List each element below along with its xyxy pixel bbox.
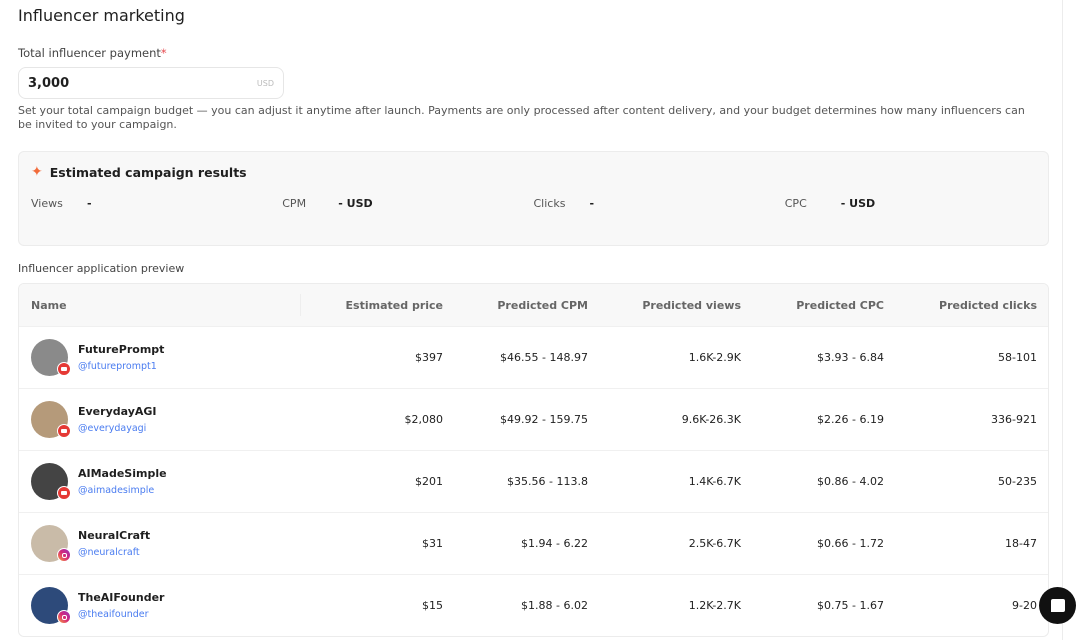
required-marker: * [160,46,167,60]
cell-views: 1.4K-6.7K [688,475,741,488]
instagram-icon [57,548,71,562]
metric-cpc: CPC - USD [784,197,876,210]
metric-clicks: Clicks - [533,197,595,210]
cell-clicks: 58-101 [998,351,1037,364]
influencer-name: NeuralCraft [78,529,151,542]
cell-clicks: 9-20 [1012,599,1037,612]
youtube-icon [57,362,71,376]
cell-cpm: $46.55 - 148.97 [500,351,588,364]
cell-price: $15 [422,599,443,612]
cell-cpm: $49.92 - 159.75 [500,413,588,426]
column-header[interactable]: Predicted CPC [796,298,884,312]
cell-price: $201 [415,475,443,488]
cell-cpc: $0.66 - 1.72 [817,537,884,550]
metric-cpm: CPM - USD [282,197,373,210]
metric-views: Views - [31,197,92,210]
youtube-icon [57,424,71,438]
estimated-results-card: ✦ Estimated campaign results Views - CPM - U… [18,151,1049,246]
payment-label: Total influencer payment* [18,46,167,60]
cell-views: 9.6K-26.3K [681,413,741,426]
cell-cpm: $35.56 - 113.8 [507,475,588,488]
cell-clicks: 336-921 [991,413,1037,426]
influencer-name: AIMadeSimple [78,467,167,480]
instagram-icon [57,610,71,624]
table-header: Name Estimated price Predicted CPM Predicte… [19,284,1048,326]
preview-title: Influencer application preview [18,262,185,275]
influencer-handle[interactable]: @neuralcraft [78,547,140,558]
influencer-handle[interactable]: @aimadesimple [78,485,155,496]
page-title: Influencer marketing [18,6,185,25]
cell-price: $397 [415,351,443,364]
cell-cpc: $3.93 - 6.84 [817,351,884,364]
influencer-handle[interactable]: @futureprompt1 [78,361,157,372]
cell-views: 2.5K-6.7K [688,537,741,550]
chat-icon [1050,599,1065,612]
table-row[interactable]: TheAIFounder @theaifounder $15 $1.88 - 6.02… [19,574,1048,636]
cell-views: 1.6K-2.9K [688,351,741,364]
cell-cpc: $0.75 - 1.67 [817,599,884,612]
cell-price: $31 [422,537,443,550]
cell-cpm: $1.88 - 6.02 [521,599,588,612]
cell-cpc: $0.86 - 4.02 [817,475,884,488]
cell-views: 1.2K-2.7K [688,599,741,612]
table-row[interactable]: FuturePrompt @futureprompt1 $397 $46.55 - 1… [19,326,1048,388]
column-header[interactable]: Name [19,294,301,316]
avatar [31,587,71,624]
influencer-table: Name Estimated price Predicted CPM Predicte… [18,283,1049,637]
table-row[interactable]: NeuralCraft @neuralcraft $31 $1.94 - 6.22 2.… [19,512,1048,574]
cell-cpm: $1.94 - 6.22 [521,537,588,550]
table-row[interactable]: AIMadeSimple @aimadesimple $201 $35.56 - 11… [19,450,1048,512]
influencer-name: EverydayAGI [78,405,157,418]
avatar [31,339,71,376]
payment-help-text: Set your total campaign budget — you can… [18,104,1025,131]
influencer-handle[interactable]: @everydayagi [78,423,147,434]
cell-clicks: 50-235 [998,475,1037,488]
avatar [31,525,71,562]
influencer-handle[interactable]: @theaifounder [78,609,149,620]
influencer-marketing-section: Influencer marketing Total influencer pa… [18,0,1049,637]
avatar [31,401,71,438]
column-header[interactable]: Predicted clicks [939,298,1037,312]
scrollbar-track[interactable] [1062,0,1063,640]
influencer-name: FuturePrompt [78,343,165,356]
cell-cpc: $2.26 - 6.19 [817,413,884,426]
column-header[interactable]: Predicted CPM [497,298,588,312]
sparkles-icon: ✦ [31,164,43,180]
influencer-name: TheAIFounder [78,591,165,604]
column-header[interactable]: Estimated price [345,298,443,312]
column-header[interactable]: Predicted views [642,298,741,312]
table-row[interactable]: EverydayAGI @everydayagi $2,080 $49.92 - 15… [19,388,1048,450]
cell-price: $2,080 [404,413,444,426]
youtube-icon [57,486,71,500]
cell-clicks: 18-47 [1005,537,1037,550]
avatar [31,463,71,500]
chat-button[interactable] [1039,587,1076,624]
payment-input[interactable]: 3,000 USD [18,67,284,99]
